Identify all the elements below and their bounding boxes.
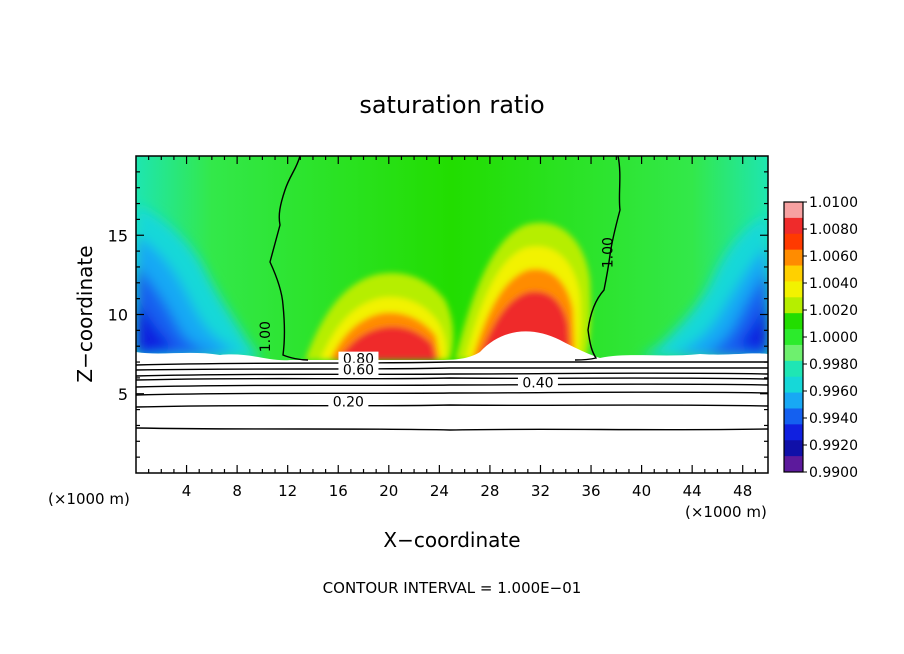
contour-label: 1.00 [258, 321, 274, 352]
colorbar-label: 1.0000 [809, 330, 858, 346]
colorbar-swatch [784, 281, 803, 298]
x-tick-label: 28 [480, 482, 499, 500]
contour-label-bg [338, 362, 379, 377]
colorbar-swatch [784, 440, 803, 457]
contour-interval-note: CONTOUR INTERVAL = 1.000E−01 [323, 579, 582, 597]
y-tick-label: 5 [118, 385, 128, 404]
colorbar-label: 1.0080 [809, 222, 858, 238]
colorbar-label: 0.9920 [809, 438, 858, 454]
colorbar-label: 0.9940 [809, 411, 858, 427]
x-tick-label: 20 [379, 482, 398, 500]
colorbar-swatch [784, 313, 803, 330]
contour-label-bg [517, 375, 558, 390]
contour-label-bg [328, 394, 369, 409]
colorbar: 1.0100 1.0080 1.0060 1.0040 1.0020 1.0000 0.99… [783, 195, 858, 481]
y-axis-label: Z−coordinate [73, 245, 97, 382]
contour-0.60 [136, 372, 768, 377]
left-plume [305, 272, 454, 360]
x-tick-label: 48 [733, 482, 752, 500]
colorbar-swatch [784, 297, 803, 314]
contour-0.40 [136, 383, 768, 388]
lower-masked-region [136, 331, 768, 473]
y-axis: 5 10 15 [108, 171, 768, 458]
colorbar-label: 0.9980 [809, 357, 858, 373]
contour-1.00-left [269, 156, 309, 361]
heatmap-field [136, 156, 768, 473]
colorbar-label: 1.0060 [809, 249, 858, 265]
colorbar-swatch [784, 344, 803, 362]
colorbar-swatch [784, 265, 803, 282]
x-tick-label: 12 [278, 482, 297, 500]
colorbar-swatch [784, 233, 803, 251]
y-tick-label: 10 [108, 306, 128, 325]
x-axis-label: X−coordinate [383, 528, 520, 552]
contour-lines [136, 156, 768, 431]
x-unit-left: (×1000 m) [48, 490, 130, 508]
contour-0.20 [136, 404, 768, 408]
colorbar-label: 0.9900 [809, 465, 858, 481]
colorbar-swatch [784, 376, 803, 394]
contour-label: 0.20 [333, 394, 364, 410]
colorbar-label: 1.0040 [809, 276, 858, 292]
colorbar-label: 0.9960 [809, 384, 858, 400]
colorbar-swatch [784, 392, 803, 409]
colorbar-swatch [784, 329, 803, 346]
colorbar-label: 1.0020 [809, 303, 858, 319]
contour-labels: 1.001.000.800.600.400.20 [258, 237, 617, 410]
y-tick-label: 15 [108, 226, 128, 245]
contour-label: 0.60 [343, 363, 374, 379]
x-unit-right: (×1000 m) [685, 503, 767, 521]
contour-0.80 [136, 361, 768, 366]
x-tick-label: 44 [683, 482, 702, 500]
contour-0.70 [136, 367, 768, 371]
x-tick-label: 16 [329, 482, 348, 500]
colorbar-label: 1.0100 [809, 195, 858, 211]
colorbar-swatch [784, 408, 803, 425]
contour-1.00-right [574, 156, 621, 361]
colorbar-swatch [784, 249, 803, 267]
contour-0.10 [136, 427, 768, 431]
x-tick-label: 36 [581, 482, 600, 500]
x-tick-label: 40 [632, 482, 651, 500]
chart-title: saturation ratio [359, 91, 544, 119]
x-tick-label: 24 [430, 482, 449, 500]
colorbar-swatch [784, 360, 803, 378]
x-tick-label: 32 [531, 482, 550, 500]
colorbar-swatch [784, 424, 803, 441]
contour-label-bg [338, 351, 379, 366]
right-dry-region [640, 215, 768, 358]
contour-label: 1.00 [601, 237, 617, 268]
left-dry-region [136, 205, 262, 360]
x-tick-label: 4 [182, 482, 192, 500]
colorbar-swatch [784, 202, 803, 219]
x-tick-label: 8 [232, 482, 242, 500]
contour-0.30 [136, 391, 768, 396]
colorbar-swatch [784, 456, 803, 473]
x-axis: 4 8 12 16 20 24 28 32 36 40 44 48 [148, 156, 756, 500]
contour-0.50 [136, 377, 768, 381]
contour-label: 0.40 [522, 375, 553, 391]
colorbar-swatch [784, 217, 803, 235]
